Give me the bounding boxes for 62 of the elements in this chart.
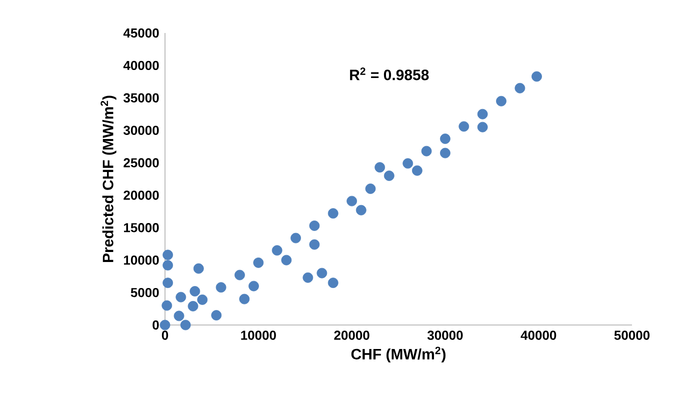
point xyxy=(176,292,186,302)
y-tick-label: 20000 xyxy=(124,190,159,200)
y-tick-label: 15000 xyxy=(124,223,159,232)
point xyxy=(197,294,208,305)
point xyxy=(384,170,394,181)
x-tick-label: 0 xyxy=(162,330,168,340)
point xyxy=(234,270,245,280)
point xyxy=(211,310,222,320)
x-tick-label: 50000 xyxy=(614,330,650,340)
y-tick-label: 30000 xyxy=(123,126,159,135)
y-tick-label: 10000 xyxy=(124,256,159,265)
point xyxy=(190,286,200,296)
point xyxy=(193,263,204,274)
point xyxy=(440,134,450,144)
point xyxy=(514,82,526,94)
x-tick-label: 30000 xyxy=(427,330,463,340)
point xyxy=(253,258,264,268)
point xyxy=(374,162,386,173)
point xyxy=(496,96,506,106)
annotation: R$^{2}$ = 0.9858 xyxy=(350,68,429,80)
point xyxy=(328,208,338,219)
y-tick-label: 5000 xyxy=(130,288,159,298)
x-axis-title: CHF (MW/m$^{2}$) xyxy=(351,346,446,362)
x-tick-label: 40000 xyxy=(520,330,556,340)
point xyxy=(302,272,314,283)
x-tick-label: 10000 xyxy=(241,330,276,340)
point xyxy=(412,165,422,176)
point xyxy=(477,122,488,132)
point xyxy=(290,232,301,244)
point xyxy=(272,245,282,256)
y-tick-label: 45000 xyxy=(123,28,159,38)
point xyxy=(248,280,259,292)
point xyxy=(162,300,172,311)
point xyxy=(346,196,358,206)
y-tick-label: 0 xyxy=(152,320,159,330)
point xyxy=(458,121,470,132)
y-tick-label: 35000 xyxy=(123,93,159,102)
point xyxy=(316,268,328,278)
point xyxy=(162,278,174,288)
point xyxy=(216,282,226,293)
point xyxy=(281,254,292,266)
point xyxy=(309,220,320,231)
point xyxy=(180,320,191,330)
point xyxy=(239,294,250,304)
point xyxy=(477,108,488,120)
y-tick-label: 40000 xyxy=(123,60,159,70)
point xyxy=(188,300,198,312)
point xyxy=(532,71,542,82)
point xyxy=(402,158,414,169)
y-tick-label: 25000 xyxy=(124,158,159,168)
point xyxy=(309,239,320,250)
point xyxy=(162,250,174,260)
y-axis-title: Predicted CHF (MW/m$^{2}$) xyxy=(100,96,116,262)
point xyxy=(356,204,366,216)
point xyxy=(162,260,174,270)
point xyxy=(365,184,376,194)
point xyxy=(421,146,432,156)
point xyxy=(328,278,338,288)
point xyxy=(440,148,450,158)
point xyxy=(160,320,170,330)
point xyxy=(174,310,184,322)
x-tick-label: 20000 xyxy=(334,330,370,340)
